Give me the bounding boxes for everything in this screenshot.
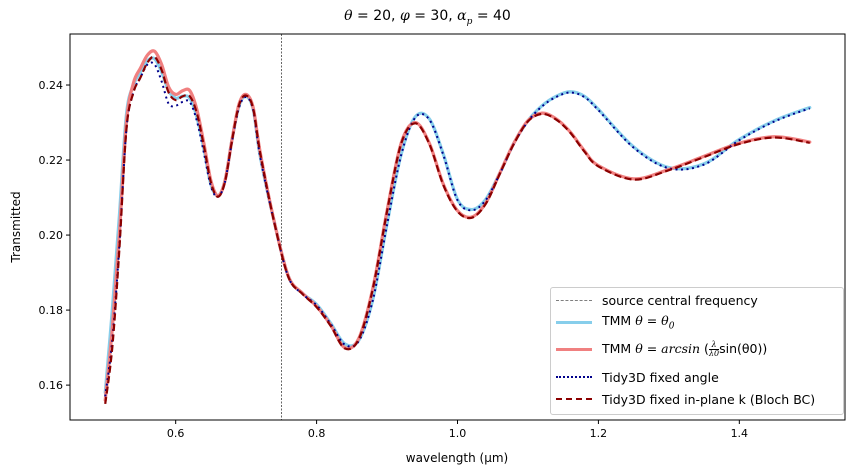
legend-item-tmm-arcsin: TMM θ = arcsin (λ λ0 sin(θ0)) (551, 340, 767, 358)
y-tick-label: 0.16 (39, 379, 64, 392)
legend-item-tidy3d-fixed-angle: Tidy3D fixed angle (551, 368, 719, 386)
y-tick-label: 0.22 (39, 154, 64, 167)
x-tick-label: 0.6 (167, 427, 185, 440)
legend-item-tidy3d-bloch: Tidy3D fixed in-plane k (Bloch BC) (551, 390, 815, 408)
x-tick-label: 1.4 (731, 427, 749, 440)
series-tidy3d-bloch (104, 55, 810, 405)
y-tick-label: 0.20 (39, 229, 64, 242)
legend: source central frequency TMM θ = θ0 TMM … (550, 287, 844, 415)
y-axis-label: Transmitted (9, 191, 23, 263)
y-tick-label: 0.24 (39, 79, 64, 92)
legend-item-tmm-theta0: TMM θ = θ0 (551, 313, 674, 331)
plot-frame (69, 33, 846, 421)
legend-item-vline: source central frequency (556, 292, 758, 308)
y-tick-label: 0.18 (39, 304, 64, 317)
chart-title: θ = 20, φ = 30, αp = 40 (344, 8, 511, 27)
x-axis-label: wavelength (μm) (406, 451, 508, 465)
x-tick-label: 0.8 (308, 427, 326, 440)
x-tick-label: 1.0 (449, 427, 467, 440)
series-tidy3d-fixed-angle (104, 61, 811, 397)
x-tick-label: 1.2 (590, 427, 608, 440)
